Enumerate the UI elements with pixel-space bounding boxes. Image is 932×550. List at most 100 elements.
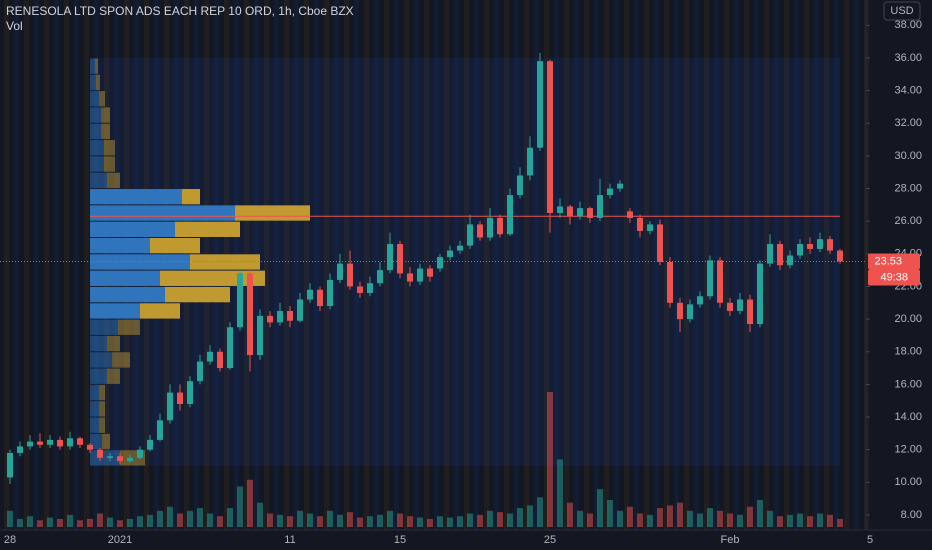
stripe	[464, 0, 469, 530]
x-tick-label: 28	[4, 534, 16, 546]
candle-body	[437, 257, 443, 269]
profile-down-bar	[107, 172, 120, 189]
stripe	[584, 0, 589, 530]
profile-down-bar	[182, 189, 200, 205]
candle-body	[667, 261, 673, 303]
volume-bar	[27, 516, 33, 527]
candle-body	[447, 250, 453, 258]
candle-body	[817, 239, 823, 249]
profile-down-bar	[102, 433, 110, 450]
volume-bar	[317, 516, 323, 527]
volume-bar	[37, 520, 43, 527]
stripe	[504, 0, 509, 530]
volume-bar	[497, 512, 503, 527]
volume-bar	[57, 518, 63, 527]
volume-bar	[387, 510, 393, 527]
volume-bar	[257, 502, 263, 527]
volume-bar	[137, 516, 143, 527]
profile-up-bar	[90, 352, 112, 368]
stripe	[304, 0, 309, 530]
candle-body	[557, 206, 563, 214]
stripe	[704, 0, 709, 530]
candle-body	[47, 439, 53, 445]
candle-body	[467, 224, 473, 246]
stripe	[854, 0, 859, 530]
candle-body	[727, 302, 733, 311]
candle-body	[757, 263, 763, 325]
stripe	[364, 0, 369, 530]
profile-down-bar	[175, 221, 240, 237]
candle-body	[337, 263, 343, 280]
candle-body	[737, 299, 743, 311]
candle-body	[577, 208, 583, 217]
volume-bar	[757, 500, 763, 527]
volume-bar	[637, 513, 643, 527]
volume-bar	[87, 518, 93, 527]
profile-down-bar	[101, 123, 110, 140]
candle-body	[607, 188, 613, 196]
candle-body	[207, 351, 213, 362]
profile-up-bar	[90, 140, 104, 156]
volume-bar	[337, 514, 343, 527]
candle-body	[717, 260, 723, 303]
candle-body	[837, 250, 843, 262]
profile-down-bar	[140, 303, 180, 319]
candle-body	[277, 310, 283, 323]
candle-body	[777, 244, 783, 266]
candle-body	[687, 304, 693, 320]
candle-body	[177, 392, 183, 404]
profile-up-bar	[90, 107, 101, 123]
currency-box[interactable]	[883, 1, 921, 21]
volume-bar	[147, 514, 153, 527]
volume-bar	[467, 513, 473, 527]
stripe	[734, 0, 739, 530]
candle-body	[697, 296, 703, 305]
x-tick-label: 15	[394, 534, 406, 546]
profile-up-bar	[90, 172, 107, 189]
profile-up-bar	[90, 123, 101, 140]
profile-down-bar	[150, 237, 200, 254]
volume-bar	[127, 518, 133, 527]
volume-bar	[617, 510, 623, 527]
stripe	[754, 0, 759, 530]
candle-body	[327, 279, 333, 307]
stripe	[334, 0, 339, 530]
stripe	[744, 0, 749, 530]
stripe	[414, 0, 419, 530]
profile-down-bar	[235, 205, 310, 221]
volume-bar	[437, 516, 443, 527]
stripe	[404, 0, 409, 530]
candle-body	[537, 61, 543, 148]
stripe	[824, 0, 829, 530]
candle-body	[627, 211, 633, 218]
y-tick-label: 36.00	[894, 52, 922, 64]
candle-body	[117, 456, 123, 462]
last-price-box	[868, 253, 920, 270]
stripe	[574, 0, 579, 530]
volume-bar	[687, 510, 693, 527]
stripe	[24, 0, 29, 530]
candle-body	[527, 147, 533, 176]
currency-label[interactable]: USD	[890, 5, 913, 17]
profile-up-bar	[90, 58, 95, 74]
countdown-label: 49:38	[880, 271, 908, 283]
candle-body	[57, 439, 63, 447]
stripe	[484, 0, 489, 530]
stripe	[474, 0, 479, 530]
candle-body	[37, 441, 43, 445]
stripe	[804, 0, 809, 530]
profile-up-bar	[90, 335, 107, 352]
stripe	[394, 0, 399, 530]
volume-bar	[107, 517, 113, 527]
volume-bar	[707, 508, 713, 527]
volume-bar	[647, 514, 653, 527]
candle-body	[187, 381, 193, 404]
candle-body	[97, 449, 103, 458]
candle-body	[397, 244, 403, 274]
candle-body	[497, 217, 503, 235]
x-tick-label: 2021	[108, 534, 132, 546]
volume-bar	[287, 516, 293, 527]
stripe	[714, 0, 719, 530]
profile-up-bar	[90, 417, 99, 433]
profile-down-bar	[101, 107, 110, 123]
